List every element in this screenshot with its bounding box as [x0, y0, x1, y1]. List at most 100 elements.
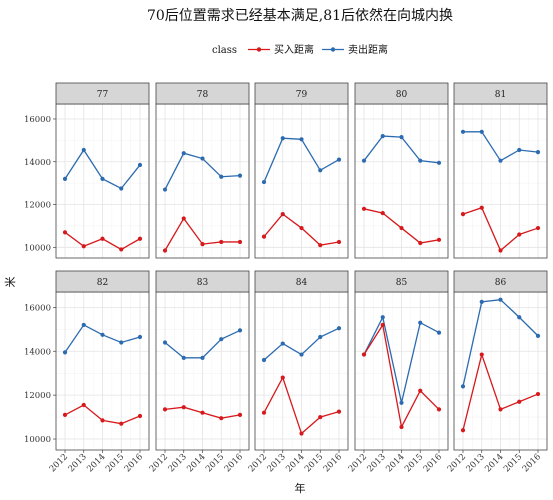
data-point-sell [280, 341, 285, 346]
data-point-sell [479, 299, 484, 304]
x-tick-label: 2015 [204, 452, 226, 474]
facet-strip [55, 270, 150, 293]
data-point-sell [517, 147, 522, 153]
data-point-buy [436, 407, 442, 412]
data-point-sell [418, 320, 423, 325]
data-point-sell [261, 357, 267, 363]
data-point-sell [336, 326, 342, 331]
x-tick-label: 2014 [284, 452, 306, 474]
data-point-buy [436, 237, 442, 242]
data-point-buy [418, 388, 423, 393]
data-point-sell [460, 384, 466, 389]
data-point-buy [200, 410, 205, 415]
data-point-buy [498, 248, 503, 253]
facet-strip [55, 82, 150, 105]
facet-strip-label: 83 [197, 278, 209, 288]
data-point-sell [498, 297, 503, 302]
data-point-buy [517, 232, 522, 237]
data-point-buy [261, 234, 267, 239]
data-point-buy [336, 239, 342, 245]
data-point-sell [137, 334, 143, 340]
data-point-sell [119, 340, 124, 345]
facet-strip-label: 81 [495, 90, 506, 100]
x-tick-label: 2016 [223, 452, 245, 474]
facet-panel-79: 79 [254, 82, 349, 259]
x-tick-label: 2012 [48, 452, 70, 474]
data-point-buy [162, 407, 168, 412]
data-point-buy [299, 431, 304, 436]
data-point-sell [181, 151, 186, 156]
facet-strip-label: 85 [396, 278, 408, 288]
legend-title: class [212, 45, 237, 56]
data-point-sell [81, 147, 86, 153]
data-point-sell [100, 176, 105, 181]
data-point-sell [137, 162, 143, 168]
data-point-sell [237, 173, 243, 178]
data-point-sell [380, 315, 385, 320]
facet-strip-label: 86 [495, 278, 507, 288]
data-point-buy [399, 424, 404, 430]
data-point-sell [237, 328, 243, 333]
x-tick-label: 2012 [446, 452, 468, 474]
data-point-buy [219, 239, 224, 245]
data-point-sell [219, 174, 224, 179]
facet-strip [254, 82, 349, 105]
x-tick-label: 2015 [303, 452, 325, 474]
facet-strip-label: 79 [296, 90, 308, 100]
data-point-sell [200, 355, 205, 360]
data-point-sell [380, 133, 385, 139]
data-point-sell [318, 334, 323, 340]
x-tick-label: 2013 [464, 452, 486, 474]
data-point-buy [81, 402, 86, 408]
x-tick-label: 2016 [521, 452, 543, 474]
data-point-buy [62, 412, 68, 417]
data-point-buy [181, 216, 186, 221]
data-point-buy [137, 236, 143, 241]
facet-panel-78: 78 [155, 82, 250, 259]
x-tick-label: 2015 [502, 452, 524, 474]
facet-strip-label: 82 [97, 278, 108, 288]
x-tick-label: 2014 [85, 452, 107, 474]
x-tick-label: 2014 [384, 452, 406, 474]
facet-strip-label: 77 [97, 90, 109, 100]
data-point-buy [479, 205, 484, 210]
x-tick-label: 2012 [148, 452, 170, 474]
data-point-sell [162, 340, 168, 345]
data-point-buy [162, 248, 168, 253]
facet-panel-82: 82 10000 12000 14000 16000 201220132014201520… [24, 270, 150, 474]
data-point-buy [62, 230, 68, 235]
x-tick-label: 2012 [347, 452, 369, 474]
y-tick-label: 10000 [24, 243, 51, 253]
x-tick-label: 2013 [365, 452, 387, 474]
data-point-sell [280, 136, 285, 141]
y-tick-label: 12000 [24, 391, 51, 401]
data-point-sell [460, 129, 466, 134]
data-point-sell [119, 186, 124, 191]
data-point-buy [119, 421, 124, 426]
data-point-sell [261, 179, 267, 185]
data-point-buy [399, 225, 404, 231]
data-point-sell [62, 176, 68, 181]
facet-panels: 77 10000 12000 14000 16000 78 79 80 81 82 10000 120… [24, 82, 548, 474]
facet-strip [155, 82, 250, 105]
facet-strip-label: 78 [197, 90, 209, 100]
data-point-buy [517, 399, 522, 404]
data-point-sell [436, 160, 442, 165]
data-point-sell [535, 333, 541, 338]
data-point-buy [181, 405, 186, 410]
data-point-buy [460, 212, 466, 217]
legend-label-sell: 卖出距离 [348, 43, 388, 56]
y-tick-label: 10000 [24, 435, 51, 445]
chart-title: 70后位置需求已经基本满足,81后依然在向城内换 [147, 7, 453, 24]
data-point-sell [181, 355, 186, 360]
data-point-buy [336, 409, 342, 414]
data-point-buy [137, 413, 143, 419]
data-point-buy [237, 412, 243, 417]
x-tick-label: 2014 [483, 452, 505, 474]
data-point-buy [237, 239, 243, 245]
data-point-buy [261, 410, 267, 415]
data-point-sell [299, 352, 304, 357]
legend-label-buy: 买入距离 [274, 43, 314, 56]
